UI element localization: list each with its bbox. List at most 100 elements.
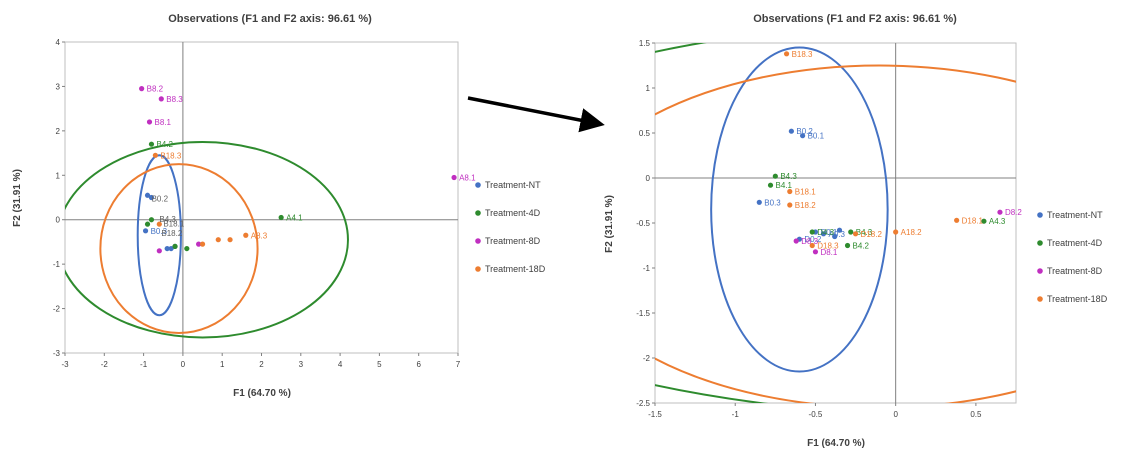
confidence-ellipse [65, 140, 349, 339]
data-point [788, 128, 794, 134]
data-point [144, 221, 151, 227]
point-label: B18.3 [160, 151, 181, 160]
point-label: B4.3 [159, 215, 176, 224]
data-point [893, 229, 899, 235]
chart-right-y-ticks: -2.5 -2 -1.5 -1 -0.5 0 0.5 1 1.5 [636, 39, 655, 408]
point-label: B18.2 [161, 229, 182, 238]
chart-left-points: B0.3 B4.2 A4.1 B8.2B8.3 B8.1 A8.1 B18.3 A8.3 B0.… [139, 85, 476, 254]
data-point [809, 229, 815, 235]
point-label: A8.3 [251, 231, 268, 240]
point-label: B8.1 [154, 118, 171, 127]
chart-right-axes [655, 43, 1016, 403]
data-point [772, 173, 778, 179]
data-point [148, 217, 155, 223]
chart-left-x-ticks: -3 -2 -1 0 1 2 3 4 5 6 7 [61, 353, 461, 369]
data-point [836, 227, 843, 233]
data-point [215, 237, 221, 243]
data-point [848, 229, 854, 235]
y-tick-label: -3 [53, 349, 61, 358]
point-label: D0.2 [804, 235, 821, 244]
confidence-ellipse [710, 46, 889, 373]
data-point [997, 209, 1003, 215]
data-point [800, 133, 806, 139]
y-tick-label: 1 [56, 171, 61, 180]
data-point [278, 214, 284, 221]
data-point [451, 174, 457, 181]
y-tick-label: 1.5 [639, 39, 651, 48]
y-tick-label: -1 [53, 260, 61, 269]
data-point [139, 86, 145, 92]
data-point [196, 241, 202, 247]
point-label: D8.3 [801, 237, 818, 246]
x-tick-label: -0.5 [809, 410, 823, 419]
chart-left-y-ticks: -3 -2 -1 0 1 2 3 4 [53, 38, 65, 358]
data-point [812, 249, 819, 255]
point-label: B0.3 [151, 227, 168, 236]
y-tick-label: 1 [646, 84, 651, 93]
legend-marker [475, 182, 481, 188]
data-point [243, 232, 249, 238]
chart-right-title: Observations (F1 and F2 axis: 96.61 %) [753, 13, 957, 25]
chart-left: Observations (F1 and F2 axis: 96.61 %) B… [12, 13, 546, 399]
x-tick-label: 7 [456, 360, 461, 369]
chart-left-title: Observations (F1 and F2 axis: 96.61 %) [168, 13, 372, 25]
point-label: B18.1 [163, 219, 184, 228]
y-tick-label: 3 [56, 82, 61, 91]
data-point [832, 233, 838, 240]
point-label: D18.2 [861, 230, 883, 239]
legend-label: Treatment-18D [485, 264, 546, 274]
legend-label: Treatment-4D [485, 208, 541, 218]
point-label: B18.3 [792, 50, 813, 59]
data-point [809, 242, 815, 249]
legend-label: Treatment-8D [1047, 266, 1103, 276]
legend-marker [475, 266, 481, 272]
data-point [172, 243, 178, 249]
data-point [158, 96, 164, 102]
y-tick-label: -1.5 [636, 309, 650, 318]
chart-left-axes [65, 42, 458, 353]
zoom-arrow [467, 96, 605, 133]
y-tick-label: -2.5 [636, 399, 650, 408]
legend-marker [475, 238, 481, 244]
y-tick-label: 0 [646, 174, 651, 183]
data-point [767, 182, 774, 188]
data-point [164, 245, 170, 252]
legend-label: Treatment-18D [1047, 294, 1108, 304]
point-label: B4.3 [780, 172, 797, 181]
chart-right-points: B0.2B0.1B0.3D0.2D0.1A0.3B4.3B4.1B4.3B4.2… [756, 50, 1022, 257]
point-label: D18.1 [962, 216, 984, 225]
x-tick-label: -3 [61, 360, 69, 369]
point-label: B18.1 [795, 188, 816, 197]
point-label: B4.1 [776, 181, 793, 190]
chart-right: Observations (F1 and F2 axis: 96.61 %) B… [604, 13, 1108, 449]
y-tick-label: 0.5 [639, 129, 651, 138]
data-point [144, 192, 151, 198]
chart-right-ylabel: F2 (31.91 %) [604, 195, 615, 253]
legend-marker [1037, 296, 1043, 302]
data-point [852, 231, 859, 237]
x-tick-label: 6 [416, 360, 421, 369]
x-tick-label: -1.5 [648, 410, 662, 419]
x-tick-label: 0 [181, 360, 186, 369]
y-tick-label: -1 [643, 264, 651, 273]
point-label: B0.2 [152, 194, 169, 203]
y-tick-label: 4 [56, 38, 61, 47]
point-label: A18.2 [901, 228, 922, 237]
point-label: A4.3 [989, 217, 1006, 226]
data-point [156, 248, 162, 254]
legend-label: Treatment-NT [485, 180, 541, 190]
point-label: B4.2 [853, 242, 870, 251]
point-label: A8.1 [459, 174, 476, 183]
data-point [954, 217, 960, 223]
point-label: A0.3 [828, 230, 845, 239]
x-tick-label: 3 [299, 360, 304, 369]
data-point [787, 202, 793, 208]
point-label: D18.3 [817, 242, 839, 251]
data-point [199, 241, 206, 247]
confidence-ellipse [655, 43, 769, 403]
legend-marker [1037, 240, 1043, 246]
chart-right-ellipses [655, 43, 1016, 403]
legend-label: Treatment-NT [1047, 210, 1103, 220]
point-label: B0.2 [796, 127, 813, 136]
